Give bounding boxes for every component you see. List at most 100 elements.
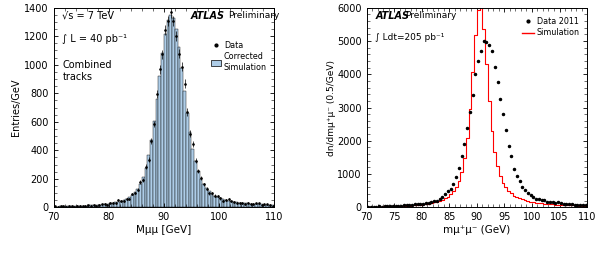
Bar bbox=[153, 121, 156, 207]
Bar bbox=[266, 205, 269, 207]
Bar bbox=[186, 113, 189, 207]
Simulation bbox=[487, 129, 494, 132]
Bar bbox=[194, 161, 197, 207]
Bar bbox=[101, 205, 103, 207]
Bar bbox=[92, 205, 95, 207]
Bar bbox=[70, 206, 73, 207]
X-axis label: Mμμ [GeV]: Mμμ [GeV] bbox=[136, 225, 191, 235]
Bar bbox=[161, 53, 164, 207]
Bar bbox=[142, 177, 145, 207]
Text: ATLAS: ATLAS bbox=[375, 11, 409, 21]
Bar bbox=[172, 18, 175, 207]
Bar bbox=[178, 47, 181, 207]
Bar bbox=[134, 193, 136, 207]
Simulation bbox=[504, 189, 511, 193]
Bar bbox=[136, 189, 139, 207]
Data 2011 bbox=[508, 155, 515, 158]
Bar bbox=[211, 194, 213, 207]
Bar bbox=[208, 191, 211, 207]
Bar bbox=[95, 205, 98, 207]
Simulation bbox=[363, 205, 370, 208]
Bar bbox=[252, 204, 254, 207]
Bar bbox=[64, 206, 67, 207]
Text: Preliminary: Preliminary bbox=[405, 11, 457, 20]
Simulation bbox=[476, 6, 483, 9]
Bar bbox=[175, 29, 178, 207]
Data 2011 bbox=[496, 98, 504, 101]
Text: Preliminary: Preliminary bbox=[228, 11, 279, 20]
Bar bbox=[131, 195, 134, 207]
Bar bbox=[164, 34, 167, 207]
Bar bbox=[257, 204, 260, 207]
Bar bbox=[271, 205, 274, 207]
Bar bbox=[254, 204, 257, 207]
Bar bbox=[125, 199, 128, 207]
Y-axis label: Entries/GeV: Entries/GeV bbox=[11, 79, 21, 136]
Bar bbox=[222, 199, 225, 207]
Bar bbox=[86, 206, 89, 207]
Data 2011 bbox=[480, 39, 488, 42]
Data 2011 bbox=[560, 202, 567, 206]
Simulation bbox=[529, 201, 536, 204]
Line: Data 2011: Data 2011 bbox=[366, 39, 588, 209]
Bar bbox=[114, 202, 117, 207]
Bar bbox=[145, 168, 147, 207]
Data 2011 bbox=[582, 203, 589, 206]
Bar bbox=[156, 99, 159, 207]
Bar bbox=[263, 205, 266, 207]
Text: ATLAS: ATLAS bbox=[190, 11, 224, 21]
Bar bbox=[73, 206, 76, 207]
Bar bbox=[106, 204, 108, 207]
Line: Simulation: Simulation bbox=[367, 8, 587, 207]
Y-axis label: dn/dmμ⁺μ⁻ (0.5/GeV): dn/dmμ⁺μ⁻ (0.5/GeV) bbox=[327, 60, 336, 156]
Bar bbox=[117, 202, 120, 207]
Bar bbox=[103, 204, 106, 207]
Bar bbox=[216, 197, 219, 207]
Simulation bbox=[545, 202, 552, 206]
Bar bbox=[227, 201, 230, 207]
Bar bbox=[76, 206, 79, 207]
Bar bbox=[167, 20, 169, 207]
Simulation bbox=[583, 206, 591, 209]
Bar bbox=[247, 204, 249, 207]
Bar bbox=[225, 200, 227, 207]
Legend: Data 2011, Simulation: Data 2011, Simulation bbox=[519, 14, 583, 40]
Bar bbox=[81, 206, 84, 207]
Bar bbox=[203, 184, 205, 207]
Simulation bbox=[564, 204, 572, 207]
Bar bbox=[123, 200, 125, 207]
Bar bbox=[249, 204, 252, 207]
Bar bbox=[183, 91, 186, 207]
Bar bbox=[244, 203, 247, 207]
Bar bbox=[230, 201, 232, 207]
Text: ∫ Ldt=205 pb⁻¹: ∫ Ldt=205 pb⁻¹ bbox=[375, 33, 445, 42]
Bar bbox=[200, 179, 203, 207]
Bar bbox=[269, 205, 271, 207]
Legend: Data, Corrected
Simulation: Data, Corrected Simulation bbox=[207, 38, 270, 75]
Bar bbox=[238, 202, 241, 207]
Bar bbox=[98, 205, 101, 207]
Bar bbox=[67, 206, 70, 207]
Text: √s = 7 TeV: √s = 7 TeV bbox=[63, 11, 114, 21]
Data 2011 bbox=[499, 112, 507, 115]
Data 2011 bbox=[364, 205, 371, 208]
Bar bbox=[219, 198, 222, 207]
X-axis label: mμ⁺μ⁻ (GeV): mμ⁺μ⁻ (GeV) bbox=[443, 225, 511, 235]
Bar bbox=[108, 204, 111, 207]
Bar bbox=[139, 184, 142, 207]
Bar bbox=[150, 140, 153, 207]
Bar bbox=[189, 132, 191, 207]
Bar bbox=[181, 68, 183, 207]
Bar bbox=[128, 197, 131, 207]
Bar bbox=[120, 201, 123, 207]
Bar bbox=[159, 76, 161, 207]
Bar bbox=[89, 205, 92, 207]
Text: Combined
tracks: Combined tracks bbox=[63, 60, 112, 82]
Bar bbox=[111, 203, 114, 207]
Data 2011 bbox=[516, 180, 523, 183]
Bar bbox=[205, 188, 208, 207]
Bar bbox=[79, 206, 81, 207]
Bar bbox=[84, 206, 86, 207]
Bar bbox=[232, 202, 235, 207]
Text: ∫ L = 40 pb⁻¹: ∫ L = 40 pb⁻¹ bbox=[63, 34, 128, 44]
